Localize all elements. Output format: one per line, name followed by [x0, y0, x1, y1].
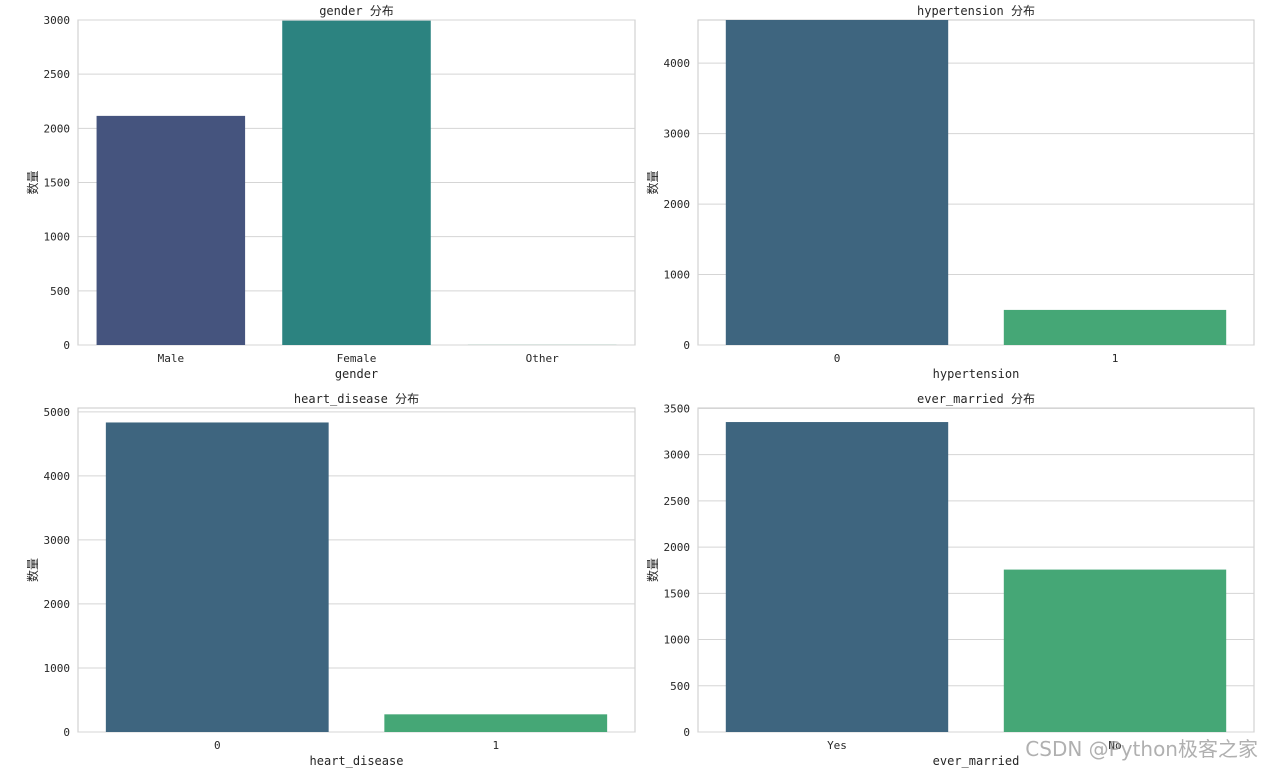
x-axis-label: hypertension — [933, 367, 1020, 381]
bar-female — [282, 20, 431, 346]
y-tick-label: 1000 — [664, 269, 691, 282]
x-axis-label: gender — [335, 367, 378, 381]
x-tick-label: Female — [337, 352, 377, 365]
y-tick-label: 1000 — [44, 231, 71, 244]
y-tick-label: 4000 — [44, 470, 71, 483]
y-axis-label: 数量 — [645, 558, 660, 582]
x-tick-label: No — [1108, 739, 1121, 752]
x-tick-label: Yes — [827, 739, 847, 752]
y-axis-label: 数量 — [25, 170, 40, 194]
y-tick-label: 3000 — [664, 449, 691, 462]
bar-1 — [384, 714, 608, 732]
x-tick-label: Male — [158, 352, 185, 365]
y-tick-label: 0 — [683, 339, 690, 352]
bar-1 — [1003, 309, 1227, 345]
y-tick-label: 1000 — [664, 634, 691, 647]
x-axis-label: heart_disease — [310, 754, 404, 768]
y-tick-label: 4000 — [664, 57, 691, 70]
y-tick-label: 1500 — [664, 587, 691, 600]
y-axis-label: 数量 — [25, 558, 40, 582]
y-tick-label: 0 — [63, 339, 70, 352]
bar-0 — [105, 422, 329, 732]
y-tick-label: 0 — [683, 726, 690, 739]
y-tick-label: 2000 — [664, 198, 691, 211]
y-tick-label: 2000 — [664, 541, 691, 554]
y-tick-label: 3500 — [664, 402, 691, 415]
x-axis-label: ever_married — [933, 754, 1020, 768]
x-tick-label: 0 — [834, 352, 841, 365]
chart-title: heart_disease 分布 — [294, 392, 419, 406]
y-tick-label: 3000 — [44, 534, 71, 547]
y-tick-label: 500 — [670, 680, 690, 693]
y-tick-label: 1500 — [44, 177, 71, 190]
chart-title: gender 分布 — [319, 4, 394, 18]
bar-0 — [725, 20, 949, 345]
x-tick-label: 1 — [492, 739, 499, 752]
y-tick-label: 0 — [63, 726, 70, 739]
y-tick-label: 5000 — [44, 406, 71, 419]
bar-yes — [725, 422, 949, 732]
bar-male — [96, 115, 246, 345]
y-tick-label: 2000 — [44, 122, 71, 135]
x-tick-label: 0 — [214, 739, 221, 752]
chart-title: ever_married 分布 — [917, 392, 1035, 406]
chart-title: hypertension 分布 — [917, 4, 1035, 18]
y-tick-label: 2500 — [664, 495, 691, 508]
y-tick-label: 500 — [50, 285, 70, 298]
bar-no — [1003, 569, 1227, 732]
y-tick-label: 2000 — [44, 598, 71, 611]
y-axis-label: 数量 — [645, 170, 660, 194]
y-tick-label: 1000 — [44, 662, 71, 675]
x-tick-label: Other — [526, 352, 559, 365]
watermark: CSDN @Python极客之家 — [1025, 737, 1258, 761]
x-tick-label: 1 — [1112, 352, 1119, 365]
y-tick-label: 3000 — [664, 128, 691, 141]
y-tick-label: 2500 — [44, 68, 71, 81]
y-tick-label: 3000 — [44, 14, 71, 27]
